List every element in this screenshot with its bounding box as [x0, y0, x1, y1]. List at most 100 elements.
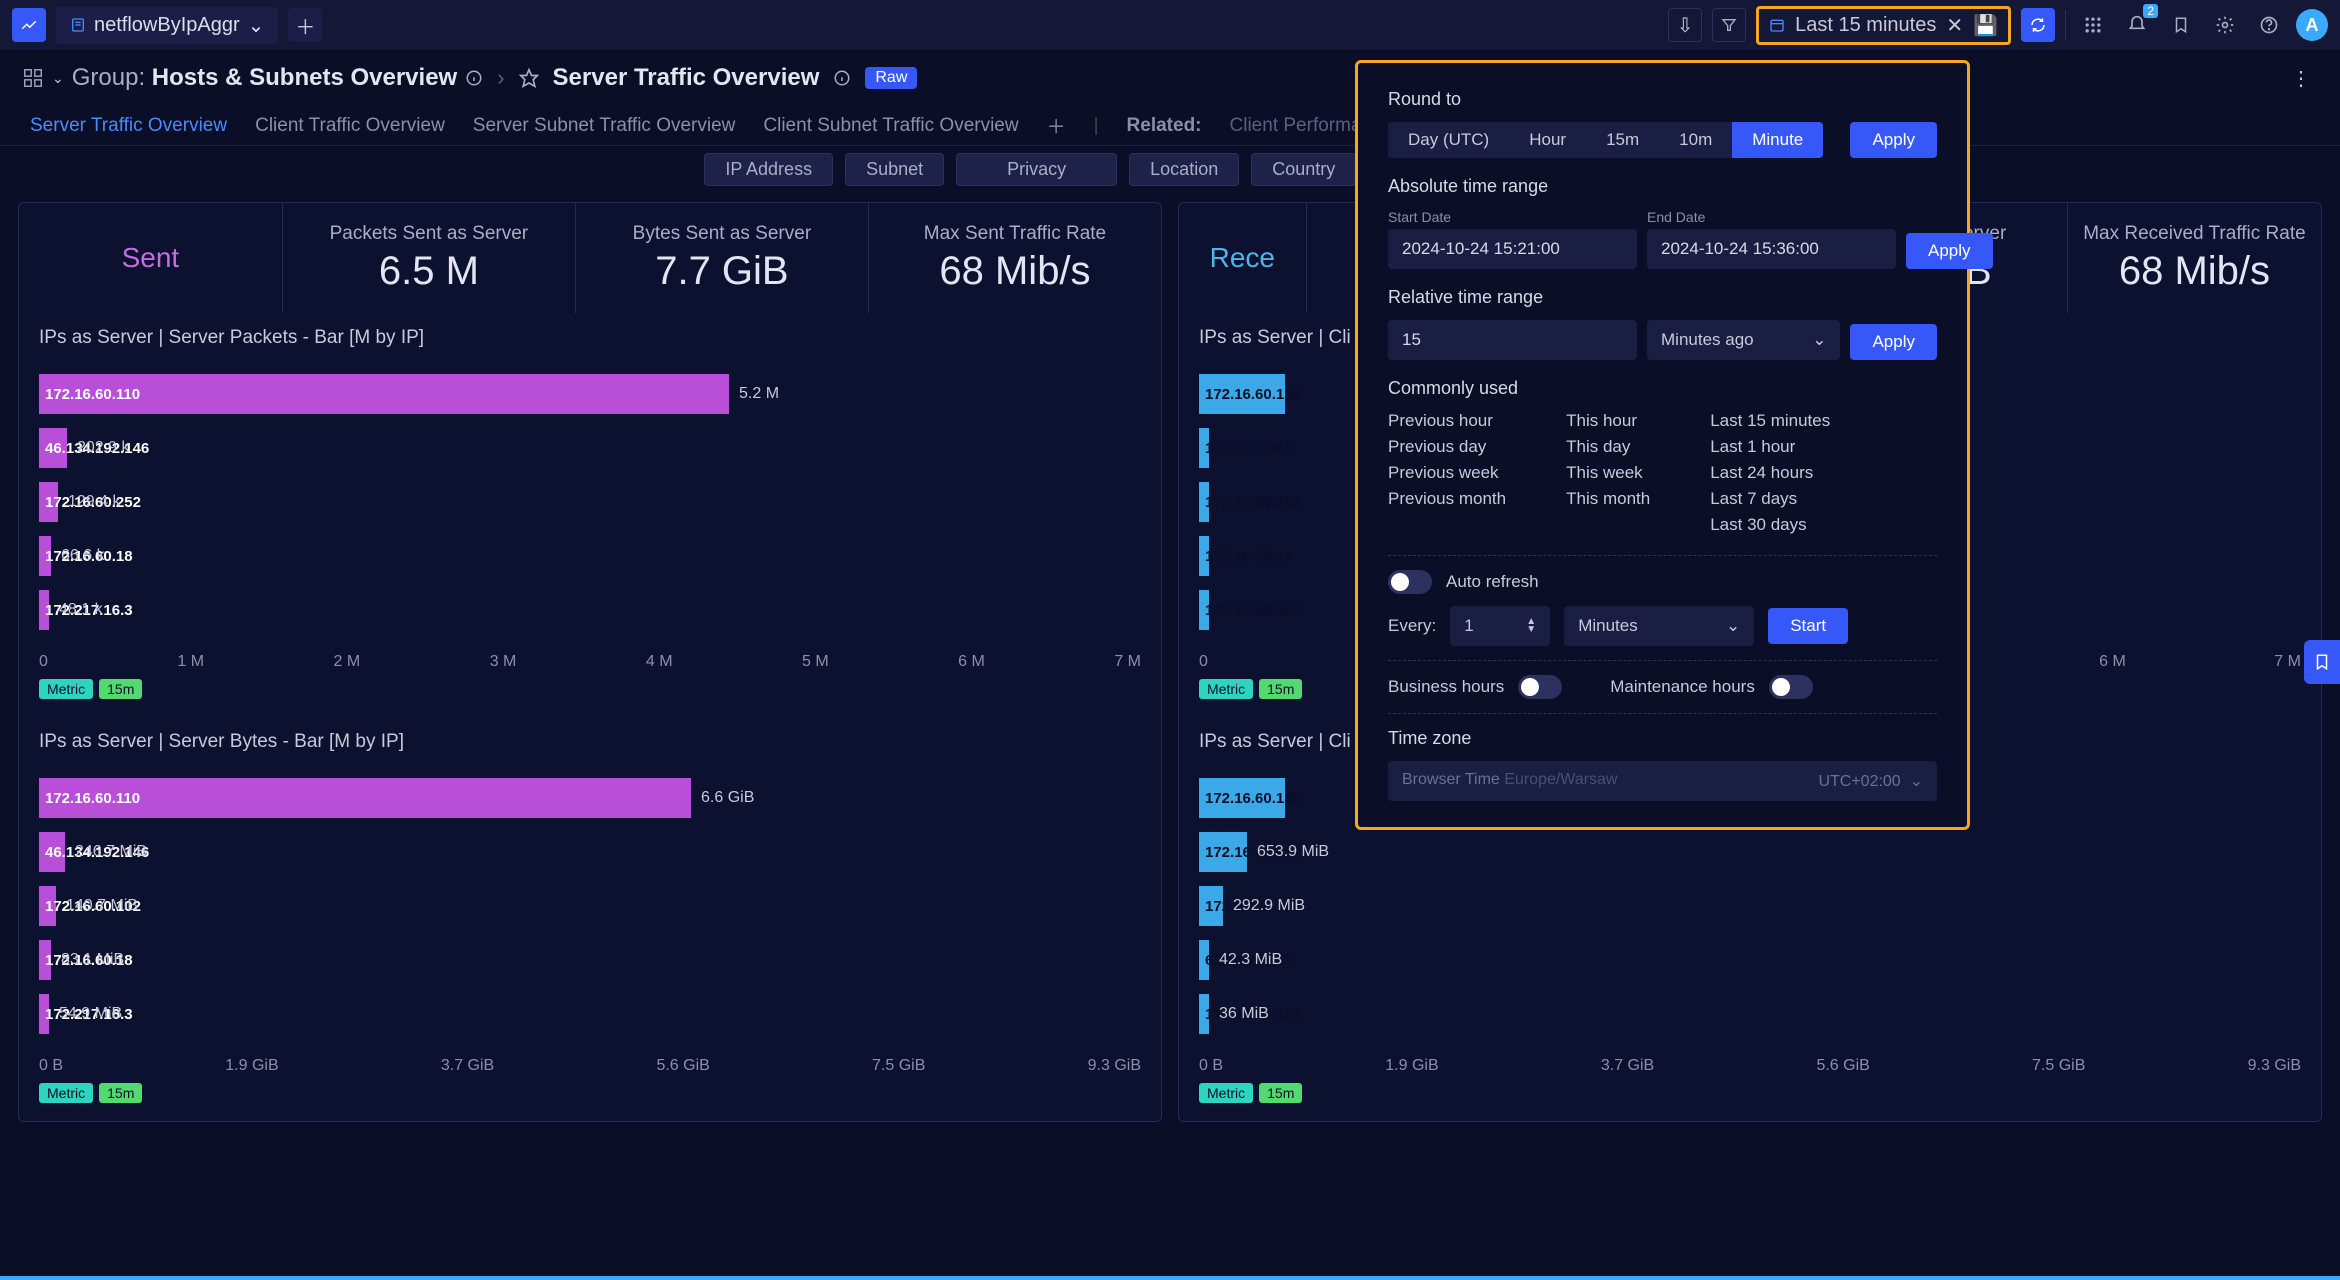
round-minute[interactable]: Minute	[1732, 122, 1823, 158]
chart-bytes: IPs as Server | Server Bytes - Bar [M by…	[19, 717, 1161, 1121]
bar-row[interactable]: 46.134.192.146202.9 k	[39, 421, 1141, 475]
left-panel: Sent Packets Sent as Server6.5 M Bytes S…	[18, 202, 1162, 1122]
abs-apply-button[interactable]: Apply	[1906, 233, 1993, 269]
bar-row[interactable]: 46.134.192.146246.7 MiB	[39, 825, 1141, 879]
round-10m[interactable]: 10m	[1659, 122, 1732, 158]
calendar-icon	[1769, 17, 1785, 33]
common-range-link[interactable]: Previous day	[1388, 437, 1506, 457]
bar-row[interactable]: 172.217.16.354.9 MiB	[39, 987, 1141, 1041]
workspace-tab[interactable]: netflowByIpAggr ⌄	[56, 7, 278, 44]
filter-ip[interactable]: IP Address	[704, 153, 833, 186]
timezone-select[interactable]: Browser Time Europe/Warsaw UTC+02:00 ⌄	[1388, 761, 1937, 801]
filter-icon[interactable]	[1712, 8, 1746, 42]
time-picker-popover: Round to Day (UTC) Hour 15m 10m Minute A…	[1355, 60, 1970, 830]
tabs-row: Server Traffic Overview Client Traffic O…	[0, 106, 2340, 146]
common-range-link[interactable]: Last 1 hour	[1710, 437, 1830, 457]
common-range-link[interactable]: Previous hour	[1388, 411, 1506, 431]
common-range-link[interactable]: Last 30 days	[1710, 515, 1830, 535]
common-range-link[interactable]: Last 24 hours	[1710, 463, 1830, 483]
bar-row[interactable]: 63.35.13.21342.3 MiB	[1199, 933, 2301, 987]
common-range-link[interactable]: This week	[1566, 463, 1650, 483]
export-icon[interactable]: ⇩	[1668, 8, 1702, 42]
kpi-label: Max Sent Traffic Rate	[924, 223, 1106, 245]
every-value: 1	[1464, 616, 1473, 636]
notifications-icon[interactable]: 2	[2120, 8, 2154, 42]
grid-icon	[22, 67, 44, 89]
tab-server-traffic[interactable]: Server Traffic Overview	[30, 115, 227, 137]
breadcrumb-row: ⌄ Group: Hosts & Subnets Overview › Serv…	[0, 50, 2340, 106]
start-refresh-button[interactable]: Start	[1768, 608, 1848, 644]
document-icon	[70, 17, 86, 33]
auto-refresh-toggle[interactable]	[1388, 570, 1432, 594]
rel-unit-select[interactable]: Minutes ago ⌄	[1647, 320, 1840, 360]
star-icon[interactable]	[519, 68, 539, 88]
chart-title: IPs as Server | Server Bytes - Bar [M by…	[39, 731, 1141, 753]
common-range-link[interactable]: This day	[1566, 437, 1650, 457]
tab-client-traffic[interactable]: Client Traffic Overview	[255, 115, 445, 137]
time-range-selector[interactable]: Last 15 minutes ✕ 💾	[1756, 6, 2011, 45]
bookmark-icon[interactable]	[2164, 8, 2198, 42]
close-icon[interactable]: ✕	[1946, 13, 1963, 38]
start-date-input[interactable]	[1388, 229, 1637, 269]
round-day[interactable]: Day (UTC)	[1388, 122, 1509, 158]
metric-badge: Metric	[1199, 1083, 1253, 1103]
common-range-link[interactable]: Previous month	[1388, 489, 1506, 509]
rel-value-input[interactable]	[1388, 320, 1637, 360]
bar-row[interactable]: 172.16.60.100292.9 MiB	[1199, 879, 2301, 933]
tz-detail: Europe/Warsaw	[1504, 771, 1617, 788]
bar-row[interactable]: 172.16.60.102140.7 MiB	[39, 879, 1141, 933]
add-tab-button[interactable]: ＋	[288, 8, 322, 42]
common-range-link[interactable]: This month	[1566, 489, 1650, 509]
bar-row[interactable]: 172.16.60.1883.1 MiB	[39, 933, 1141, 987]
end-date-input[interactable]	[1647, 229, 1896, 269]
every-value-input[interactable]: 1▲▼	[1450, 606, 1550, 646]
bar-row[interactable]: 172.16.60.1105.2 M	[39, 367, 1141, 421]
user-avatar[interactable]: A	[2296, 9, 2328, 41]
filter-subnet[interactable]: Subnet	[845, 153, 944, 186]
rel-unit-label: Minutes ago	[1661, 330, 1754, 350]
common-range-link[interactable]: This hour	[1566, 411, 1650, 431]
page-title: Server Traffic Overview	[553, 64, 820, 92]
bar-row[interactable]: 172.16.60.19736 MiB	[1199, 987, 2301, 1041]
maintenance-hours-toggle[interactable]	[1769, 675, 1813, 699]
help-icon[interactable]	[2252, 8, 2286, 42]
round-15m[interactable]: 15m	[1586, 122, 1659, 158]
app-logo-icon[interactable]	[12, 8, 46, 42]
apps-icon[interactable]	[2076, 8, 2110, 42]
filter-row: IP Address Subnet Privacy Location Count…	[0, 146, 2340, 192]
bar-row[interactable]: 172.16.60.1106.6 GiB	[39, 771, 1141, 825]
bar-row[interactable]: 172.217.16.348.1 k	[39, 583, 1141, 637]
round-apply-button[interactable]: Apply	[1850, 122, 1937, 158]
time-badge: 15m	[1259, 679, 1302, 699]
tab-client-subnet[interactable]: Client Subnet Traffic Overview	[763, 115, 1018, 137]
filter-country[interactable]: Country	[1251, 153, 1356, 186]
bookmark-side-tab[interactable]	[2304, 640, 2340, 684]
bar-row[interactable]: 172.16.60.252129.4 k	[39, 475, 1141, 529]
group-selector[interactable]: ⌄ Group: Hosts & Subnets Overview	[22, 64, 483, 92]
every-unit-select[interactable]: Minutes⌄	[1564, 606, 1754, 646]
common-range-link[interactable]: Last 15 minutes	[1710, 411, 1830, 431]
chevron-down-icon[interactable]: ⌄	[248, 13, 265, 38]
business-hours-toggle[interactable]	[1518, 675, 1562, 699]
round-hour[interactable]: Hour	[1509, 122, 1586, 158]
common-range-link[interactable]: Last 7 days	[1710, 489, 1830, 509]
settings-icon[interactable]	[2208, 8, 2242, 42]
bar-row[interactable]: 172.16.60.1866.6 k	[39, 529, 1141, 583]
info-icon[interactable]	[465, 69, 483, 87]
metric-badge: Metric	[39, 1083, 93, 1103]
common-range-link[interactable]: Previous week	[1388, 463, 1506, 483]
filter-location[interactable]: Location	[1129, 153, 1239, 186]
filter-privacy[interactable]: Privacy	[956, 153, 1117, 186]
save-icon[interactable]: 💾	[1973, 13, 1998, 38]
chevron-down-icon: ⌄	[1726, 616, 1740, 636]
add-tab-icon[interactable]: ＋	[1047, 112, 1066, 139]
chevron-down-icon: ⌄	[1812, 330, 1826, 350]
tab-server-subnet[interactable]: Server Subnet Traffic Overview	[473, 115, 736, 137]
more-menu-icon[interactable]: ⋮	[2284, 61, 2318, 95]
refresh-button[interactable]	[2021, 8, 2055, 42]
bar-row[interactable]: 172.16.60.252653.9 MiB	[1199, 825, 2301, 879]
info-icon[interactable]	[833, 69, 851, 87]
dashboard: Sent Packets Sent as Server6.5 M Bytes S…	[0, 192, 2340, 1132]
time-badge: 15m	[99, 1083, 142, 1103]
rel-apply-button[interactable]: Apply	[1850, 324, 1937, 360]
